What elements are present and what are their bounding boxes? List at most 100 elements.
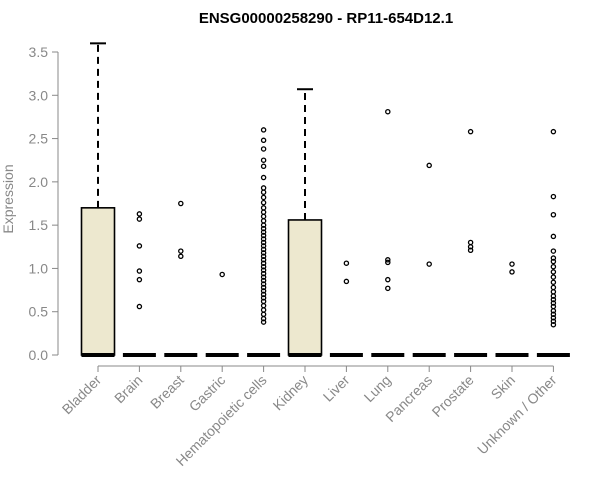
box-bladder <box>80 42 116 357</box>
y-tick-label: 1.5 <box>29 217 49 233</box>
box-body <box>80 207 116 356</box>
outlier-point <box>260 291 267 298</box>
outlier-point <box>260 127 267 133</box>
outlier-point <box>260 263 267 270</box>
outlier-point <box>385 285 391 292</box>
outlier-point <box>343 278 350 285</box>
box-kidney <box>287 88 323 357</box>
outlier-point <box>260 232 267 239</box>
outlier-point <box>260 246 267 253</box>
outlier-point <box>136 211 143 217</box>
outlier-point <box>260 225 267 232</box>
outlier-point <box>260 189 267 195</box>
outlier-point <box>550 311 557 318</box>
outlier-point <box>136 276 143 283</box>
outlier-point <box>260 205 267 211</box>
box-unknown-other <box>536 128 570 357</box>
outlier-point <box>260 253 267 260</box>
outlier-point <box>385 108 391 115</box>
outlier-point <box>260 284 267 291</box>
outlier-point <box>136 268 143 274</box>
outlier-point <box>178 200 184 207</box>
outlier-point <box>136 243 143 249</box>
outlier-point <box>260 295 267 301</box>
x-tick-label: Lung <box>361 372 394 405</box>
outlier-point <box>260 302 267 309</box>
x-tick-label: Skin <box>488 372 519 403</box>
outlier-point <box>550 279 557 286</box>
outlier-point <box>385 259 391 266</box>
outlier-point <box>260 307 267 313</box>
outlier-point <box>260 222 267 228</box>
outlier-point <box>343 260 350 266</box>
x-tick-label: Unknown / Other <box>474 372 560 458</box>
outlier-point <box>550 300 557 306</box>
outlier-point <box>260 319 267 325</box>
outlier-point <box>260 298 267 305</box>
y-tick-label: 1.0 <box>29 260 49 276</box>
outlier-point <box>550 318 557 324</box>
box-liver <box>329 260 363 357</box>
outlier-point <box>550 303 557 310</box>
outlier-point <box>136 303 143 310</box>
outlier-point <box>260 315 267 322</box>
outlier-point <box>260 270 267 277</box>
y-axis-label: Expression <box>0 164 16 233</box>
outlier-point <box>260 229 267 235</box>
outlier-point <box>178 248 184 254</box>
outlier-point <box>260 239 267 246</box>
outlier-point <box>467 239 474 246</box>
y-tick-label: 0.5 <box>29 304 49 320</box>
outlier-point <box>260 137 267 144</box>
outlier-point <box>260 274 267 280</box>
outlier-point <box>260 267 267 273</box>
outlier-point <box>260 257 267 263</box>
box-hematopoietic-cells <box>247 127 281 357</box>
outlier-point <box>550 284 557 291</box>
outlier-point <box>260 311 267 318</box>
outlier-point <box>260 213 267 220</box>
box-body <box>287 219 323 356</box>
outlier-point <box>136 216 143 222</box>
box-skin <box>495 261 529 357</box>
x-tick-label: Prostate <box>429 372 477 420</box>
outlier-point <box>260 209 267 215</box>
outlier-point <box>550 263 557 270</box>
outlier-point <box>219 271 225 278</box>
box-gastric <box>205 271 239 357</box>
x-tick-label: Brain <box>111 372 145 406</box>
outlier-point <box>550 315 557 321</box>
y-tick-label: 2.5 <box>29 131 49 147</box>
box-pancreas <box>412 162 446 357</box>
outlier-point <box>260 146 267 152</box>
outlier-point <box>260 174 267 181</box>
outlier-point <box>467 128 474 135</box>
outlier-point <box>426 261 432 267</box>
y-axis: 0.0 0.5 1.0 1.5 2.0 2.5 3.0 3.5 <box>29 44 59 363</box>
x-tick-label: Bladder <box>59 372 105 418</box>
y-tick-label: 2.0 <box>29 174 49 190</box>
x-tick-label: Breast <box>147 372 187 412</box>
outlier-point <box>260 157 267 163</box>
boxes-layer <box>80 42 570 357</box>
outlier-point <box>550 269 557 275</box>
outlier-point <box>426 162 432 169</box>
outlier-point <box>385 257 391 263</box>
outlier-point <box>550 321 557 328</box>
outlier-point <box>550 293 557 299</box>
x-tick-label: Kidney <box>270 372 312 414</box>
outlier-point <box>385 276 391 283</box>
outlier-point <box>550 233 557 240</box>
box-breast <box>164 200 198 357</box>
y-tick-label: 0.0 <box>29 347 49 363</box>
box-lung <box>371 108 405 357</box>
outlier-point <box>550 128 557 135</box>
chart-title: ENSG00000258290 - RP11-654D12.1 <box>199 10 453 27</box>
outlier-point <box>509 269 515 275</box>
outlier-point <box>260 218 267 224</box>
outlier-point <box>550 248 557 254</box>
outlier-point <box>260 288 267 294</box>
box-brain <box>122 211 156 357</box>
outlier-point <box>260 250 267 256</box>
